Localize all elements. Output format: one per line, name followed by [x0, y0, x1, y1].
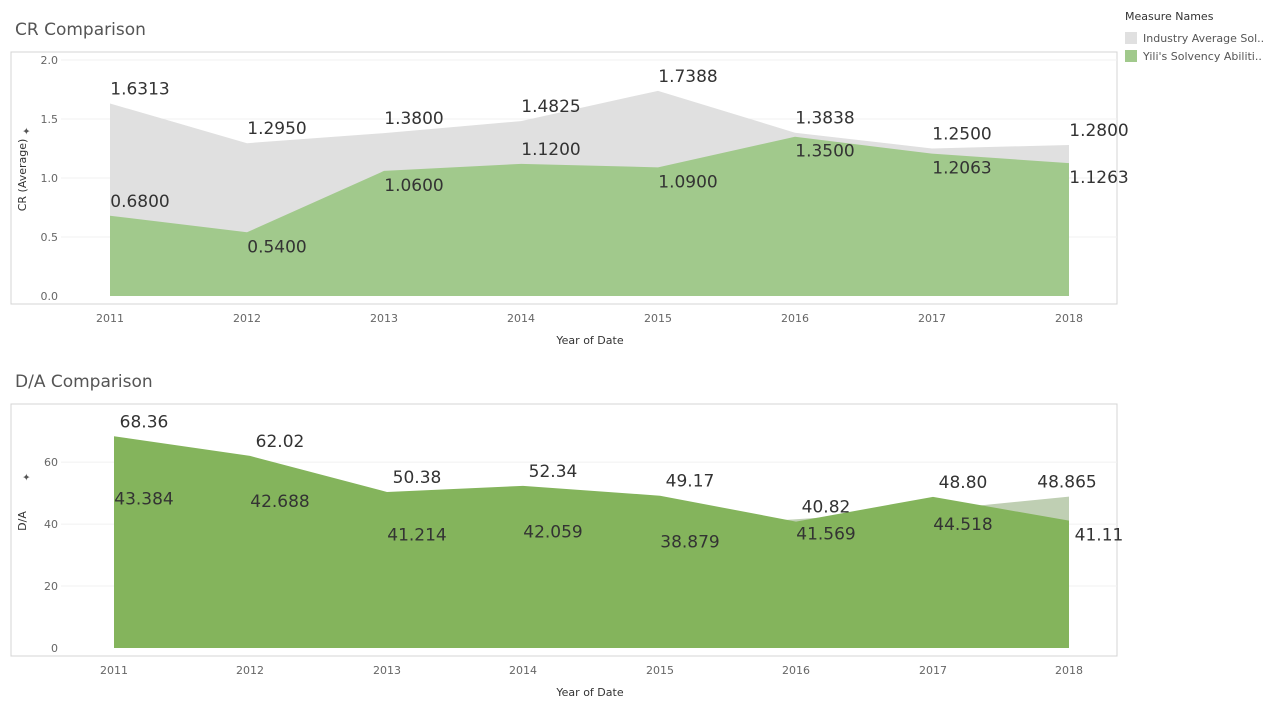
data-label: 1.2500: [932, 125, 991, 145]
data-label: 1.1263: [1069, 168, 1128, 188]
data-label: 1.2800: [1069, 121, 1128, 141]
pin-icon: ✦: [22, 473, 33, 481]
y-tick-label: 20: [44, 580, 58, 593]
data-label: 1.4825: [521, 97, 580, 117]
data-label: 38.879: [660, 533, 719, 553]
x-axis-label: Year of Date: [555, 334, 623, 347]
data-label: 1.0600: [384, 176, 443, 196]
data-label: 1.3500: [795, 142, 854, 162]
x-tick-label: 2012: [236, 664, 264, 677]
x-axis-label: Year of Date: [555, 686, 623, 699]
data-label: 41.569: [796, 524, 855, 544]
y-tick-label: 60: [44, 456, 58, 469]
x-tick-label: 2018: [1055, 312, 1083, 325]
x-tick-label: 2013: [370, 312, 398, 325]
y-tick-label: 0.5: [41, 231, 59, 244]
x-tick-label: 2018: [1055, 664, 1083, 677]
y-tick-label: 2.0: [41, 54, 59, 67]
chart-title: D/A Comparison: [15, 372, 153, 392]
x-tick-label: 2017: [918, 312, 946, 325]
data-label: 1.6313: [110, 80, 169, 100]
legend-label-industry: Industry Average Sol..: [1143, 31, 1265, 45]
y-axis-label: CR (Average): [16, 139, 29, 212]
chart-1: D/A Comparison 0 20 40 60 43.384 42.688 41.214 4…: [10, 372, 1124, 699]
x-tick-label: 2014: [509, 664, 537, 677]
chart-title: CR Comparison: [15, 20, 146, 40]
data-label: 0.6800: [110, 192, 169, 212]
data-label: 48.80: [939, 473, 988, 493]
data-label: 52.34: [529, 462, 578, 482]
legend-swatch-yili: [1125, 50, 1137, 62]
chart-0: CR Comparison 0.0 0.5 1.0 1.5 2.0 1.6313 1.2950…: [10, 20, 1129, 347]
data-label: 48.865: [1037, 473, 1096, 493]
x-tick-label: 2016: [782, 664, 810, 677]
data-label: 1.2950: [247, 119, 306, 139]
y-tick-label: 0.0: [41, 290, 59, 303]
pin-icon: ✦: [22, 127, 33, 135]
data-label: 1.1200: [521, 140, 580, 160]
x-tick-label: 2016: [781, 312, 809, 325]
x-tick-label: 2011: [100, 664, 128, 677]
x-tick-label: 2012: [233, 312, 261, 325]
legend-item-yili[interactable]: Yili's Solvency Abiliti..: [1125, 47, 1275, 65]
data-label: 49.17: [666, 472, 715, 492]
data-label: 41.214: [387, 525, 446, 545]
legend-label-yili: Yili's Solvency Abiliti..: [1143, 49, 1262, 63]
data-label: 1.3800: [384, 109, 443, 129]
data-label: 1.3838: [795, 109, 854, 129]
x-tick-label: 2014: [507, 312, 535, 325]
y-tick-label: 1.5: [41, 113, 59, 126]
y-axis-label: D/A: [16, 511, 29, 531]
area-series-1: [110, 136, 1069, 296]
data-label: 41.11: [1075, 526, 1124, 546]
data-label: 42.059: [523, 523, 582, 543]
data-label: 0.5400: [247, 237, 306, 257]
data-label: 50.38: [393, 468, 442, 488]
x-tick-label: 2017: [919, 664, 947, 677]
data-label: 62.02: [256, 432, 305, 452]
x-tick-label: 2013: [373, 664, 401, 677]
legend-swatch-industry: [1125, 32, 1137, 44]
y-tick-label: 0: [51, 642, 58, 655]
data-label: 1.7388: [658, 67, 717, 87]
data-label: 40.82: [802, 498, 851, 518]
x-tick-label: 2015: [646, 664, 674, 677]
data-label: 43.384: [114, 490, 173, 510]
legend: Measure Names Industry Average Sol.. Yil…: [1125, 10, 1275, 65]
data-label: 1.0900: [658, 172, 717, 192]
data-label: 42.688: [250, 492, 309, 512]
y-tick-label: 40: [44, 518, 58, 531]
legend-item-industry[interactable]: Industry Average Sol..: [1125, 29, 1275, 47]
data-label: 44.518: [933, 515, 992, 535]
x-tick-label: 2015: [644, 312, 672, 325]
y-tick-label: 1.0: [41, 172, 59, 185]
area-series-1: [114, 436, 1069, 648]
x-tick-label: 2011: [96, 312, 124, 325]
data-label: 68.36: [120, 412, 169, 432]
data-label: 1.2063: [932, 159, 991, 179]
legend-title: Measure Names: [1125, 10, 1214, 23]
